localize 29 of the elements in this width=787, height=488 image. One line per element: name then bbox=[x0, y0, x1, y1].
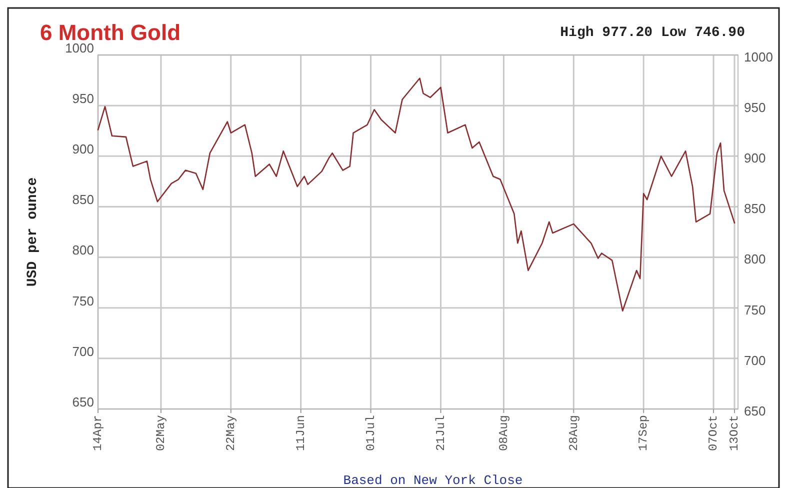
y2-tick-label: 700 bbox=[744, 352, 766, 368]
x-tick-label: 07Oct bbox=[706, 415, 721, 452]
x-tick-label: 22May bbox=[224, 415, 238, 452]
y-tick-label: 750 bbox=[72, 293, 94, 308]
x-tick-label: 11Jun bbox=[294, 415, 308, 452]
y-tick-label: 900 bbox=[72, 142, 94, 157]
x-tick-label: 08Aug bbox=[496, 415, 511, 452]
x-tick-label: 28Aug bbox=[566, 415, 581, 452]
x-tick-label: 21Jul bbox=[434, 415, 448, 452]
x-tick-label: 17Sep bbox=[636, 415, 651, 452]
y-tick-label: 950 bbox=[72, 91, 94, 106]
y2-tick-label: 650 bbox=[744, 403, 766, 418]
x-tick-label: 01Jul bbox=[364, 415, 378, 452]
x-tick-label: 02May bbox=[154, 415, 168, 452]
x-tick-label: 14Apr bbox=[91, 415, 106, 452]
text: High 977.20 Low 746.90 bbox=[560, 25, 745, 41]
y2-tick-label: 800 bbox=[744, 252, 766, 267]
text: Based on New York Close bbox=[343, 473, 523, 488]
y2-tick-label: 1000 bbox=[744, 49, 773, 64]
y-axis-title: USD per ounce bbox=[25, 177, 41, 287]
y2-tick-label: 950 bbox=[744, 100, 766, 116]
y-tick-label: 700 bbox=[72, 344, 94, 359]
x-tick-label: 13Oct bbox=[728, 415, 742, 452]
y-tick-label: 800 bbox=[72, 242, 94, 258]
y2-tick-label: 750 bbox=[744, 302, 766, 318]
y-tick-label: 850 bbox=[72, 192, 94, 208]
y2-tick-label: 850 bbox=[744, 201, 766, 216]
y-tick-label: 650 bbox=[72, 394, 94, 410]
y2-tick-label: 900 bbox=[744, 150, 766, 166]
